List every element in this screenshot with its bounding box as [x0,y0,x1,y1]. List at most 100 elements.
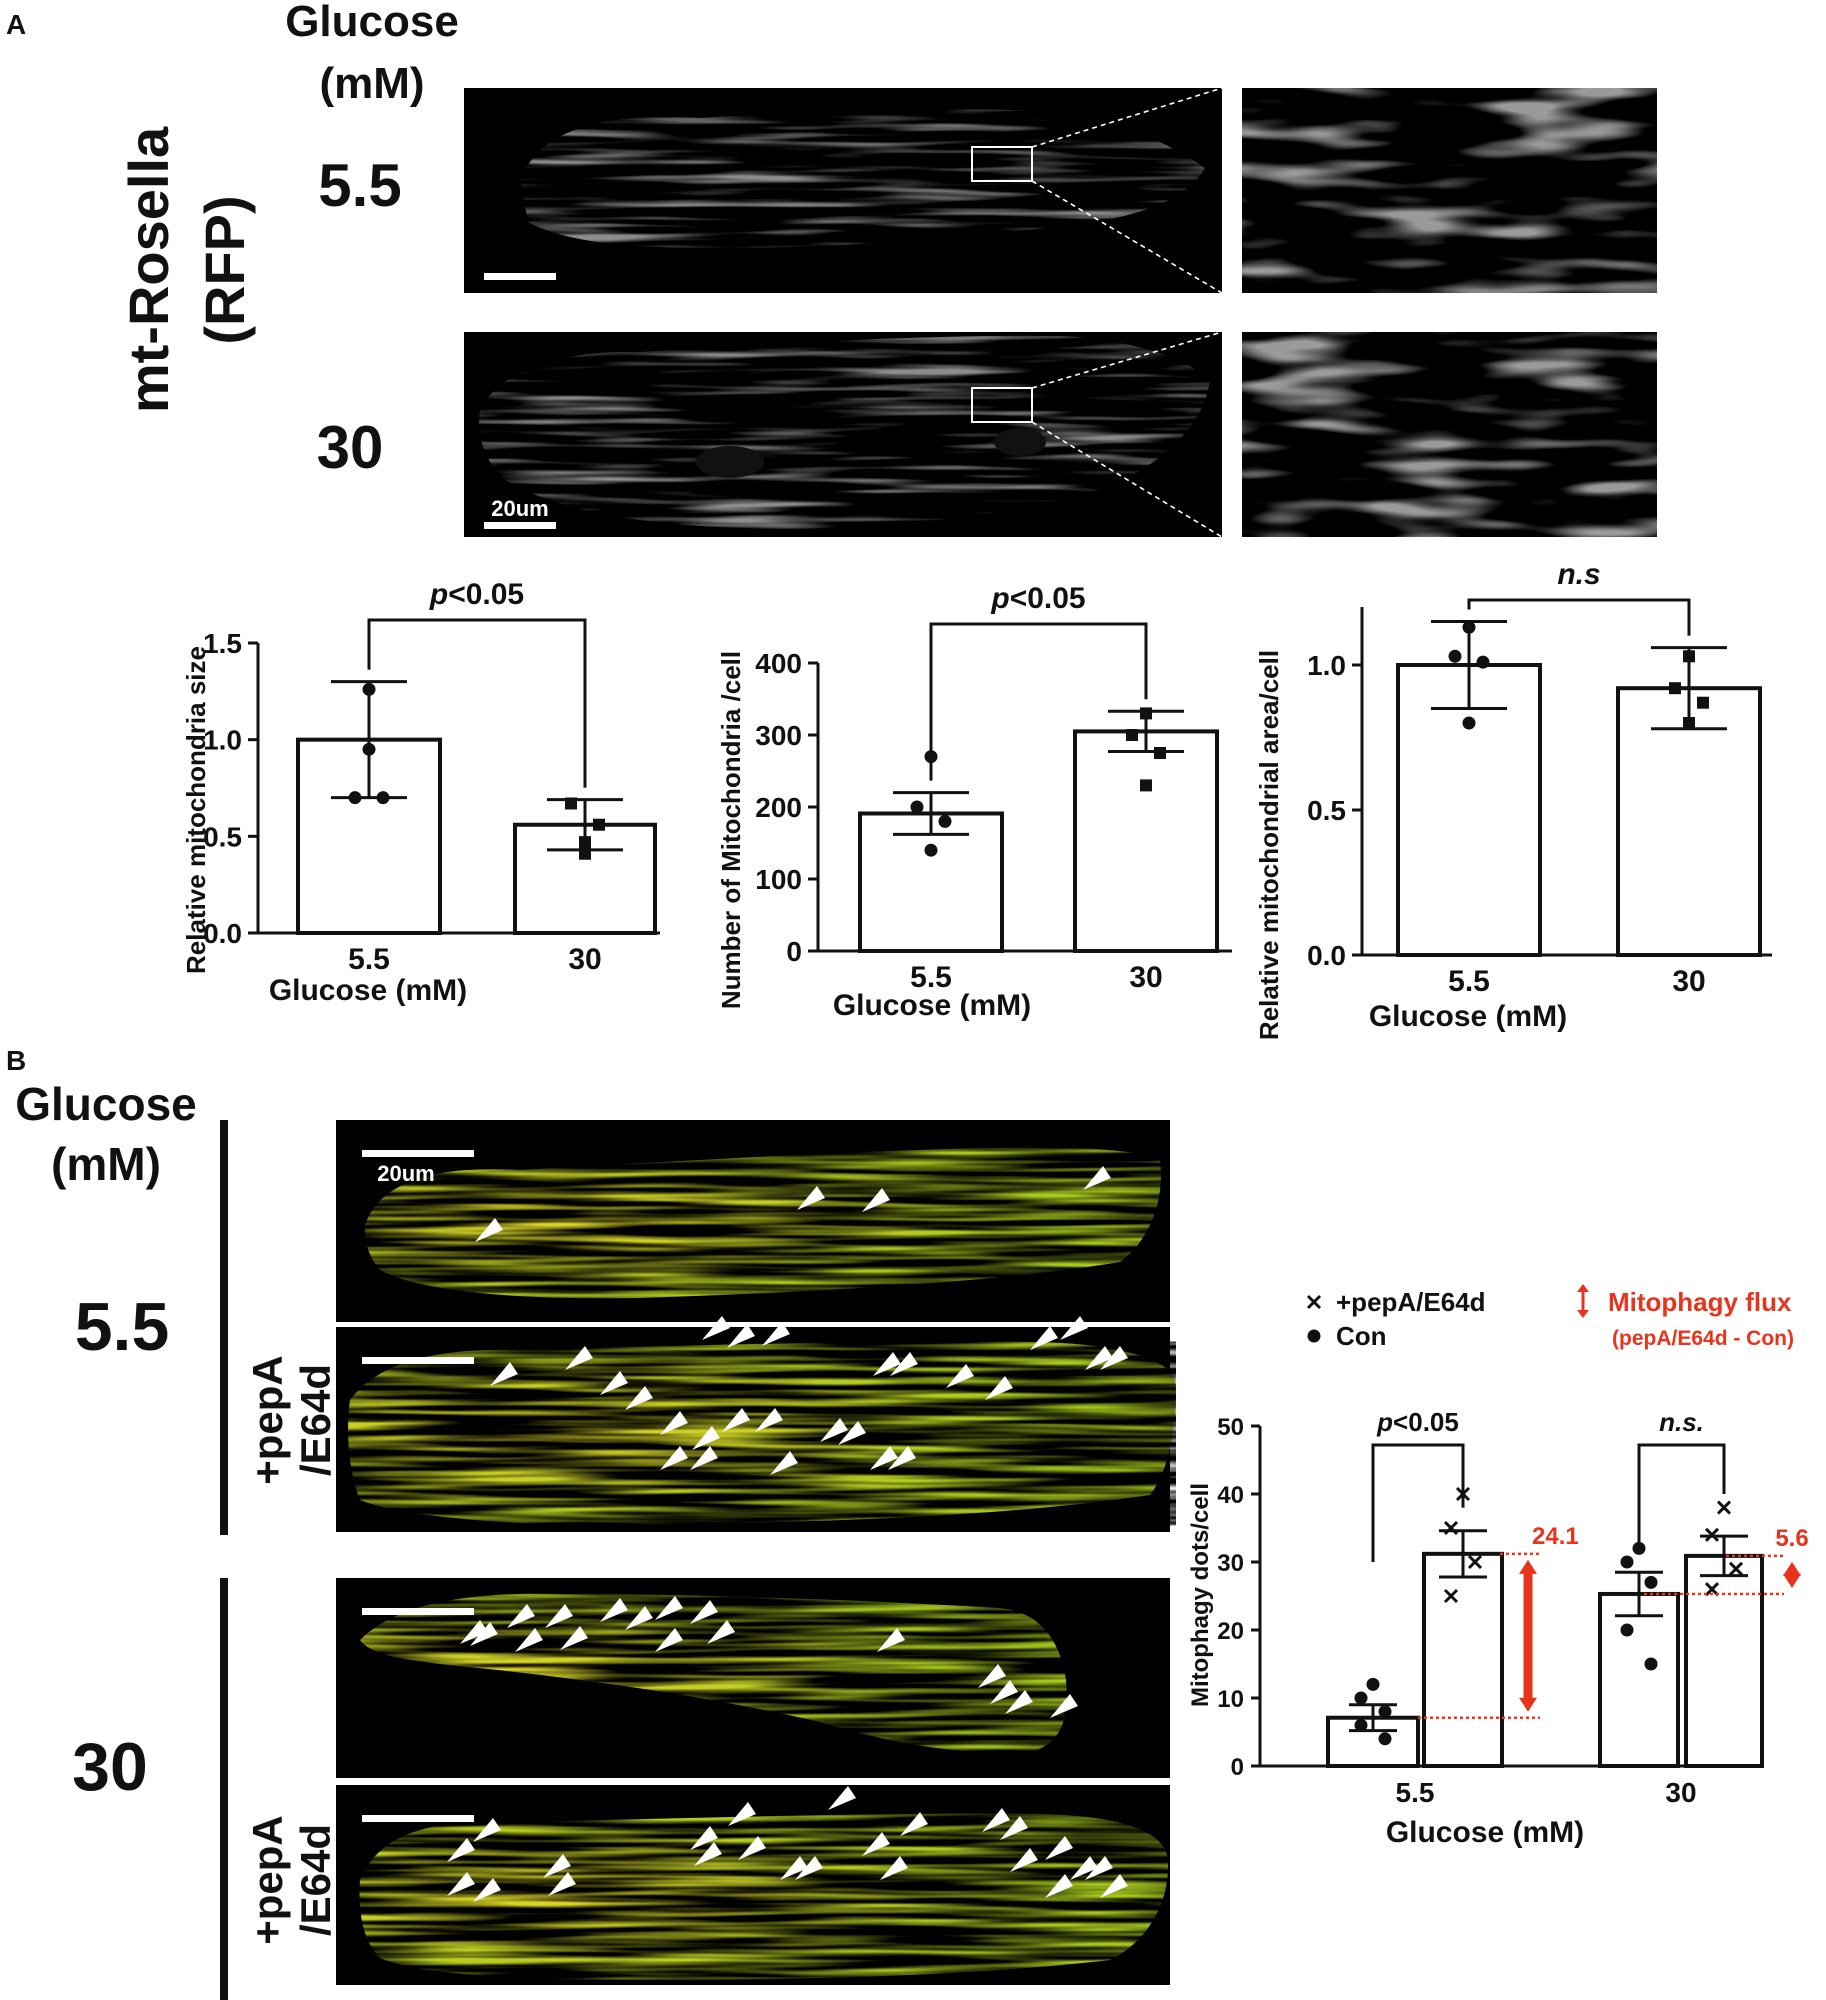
data-point-b [1704,1527,1720,1542]
panel-b-label: B [6,1045,26,1076]
data-point-b [1443,1588,1459,1604]
arrowhead [870,1446,898,1470]
y-tick-label: 200 [755,792,802,823]
x-tick-label: 30 [568,943,601,976]
significance-bracket [1637,1443,1726,1549]
row-label-b-30: 30 [72,1729,148,1805]
arrowhead [565,1346,593,1370]
bar-30-Con [1598,1591,1680,1768]
cell-striations [359,1813,1169,1980]
data-point [1644,1575,1658,1589]
data-point [1378,1732,1392,1746]
x-tick-label: 30 [1665,1777,1696,1808]
y-axis-title: Mitophagy dots/cell [1187,1483,1214,1707]
y-tick-label: 40 [1217,1482,1244,1509]
data-point [1683,650,1695,663]
arrowhead [797,1186,825,1210]
fluorescence-image-2 [336,1316,1176,1532]
flux-arrow-head-down [1519,1697,1537,1712]
flux-arrow-head-up [1783,1561,1801,1576]
bar-5.5-+pepA/E64d [1422,1551,1504,1768]
arrowhead [990,1680,1018,1704]
data-point-b [1704,1582,1720,1597]
legend-con-label: Con [1336,1321,1387,1351]
data-point [1620,1555,1634,1569]
legend-flux-icon-up [1577,1284,1589,1292]
arrowhead [600,1598,628,1622]
panel-a-label: A [6,9,26,40]
data-point [362,682,376,696]
bar-5.5 [858,811,1004,953]
arrowhead [946,1364,974,1388]
arrowhead [1045,1874,1073,1898]
data-point [1683,717,1695,729]
arrowhead [978,1664,1006,1688]
y-tick-label: 0.5 [1307,795,1346,826]
y-tick-label: 10 [1217,1686,1244,1713]
arrowhead [1070,1856,1098,1880]
data-point [1448,649,1462,663]
rfp-image-30: 20um [464,331,1223,538]
y-tick-label: 400 [755,648,802,679]
data-point [1154,747,1166,759]
legend-pep-label: +pepA/E64d [1336,1287,1486,1317]
y-tick-label: 1.5 [203,628,242,659]
arrowhead [690,1600,718,1624]
y-tick-label: 1.0 [203,725,242,756]
data-point [593,818,605,831]
arrowhead [470,1622,498,1646]
cell-striations [348,1341,1176,1526]
arrowhead [447,1872,475,1896]
y-tick-label: 0.0 [203,918,242,949]
arrowhead [727,1324,755,1348]
scale-bar-label: 20um [377,1161,434,1186]
data-point [1716,1500,1732,1515]
data-point-b [1716,1500,1732,1515]
rfp-zoom-30 [1242,332,1657,537]
data-point [1378,1705,1392,1719]
x-axis-title: Glucose (mM) [833,989,1031,1022]
data-point [1462,620,1476,634]
arrowhead [692,1426,720,1450]
x-tick-label: 5.5 [1396,1777,1435,1808]
arrowhead [707,1620,735,1644]
scale-bar [362,1150,474,1157]
arrowhead [625,1606,653,1630]
x-axis-title: Glucose (mM) [269,974,467,1007]
arrowhead [560,1626,588,1650]
arrowhead [625,1386,653,1410]
arrowhead [447,1838,475,1862]
legend-flux-icon-down [1577,1310,1589,1318]
arrowhead [515,1628,543,1652]
row-label-a-5-5: 5.5 [318,152,401,219]
x-tick-label: 30 [1672,965,1705,998]
bar-5.5 [1396,663,1542,957]
data-point [579,847,591,860]
data-point [1354,1718,1368,1732]
arrowhead [473,1818,501,1842]
arrowhead [1045,1836,1073,1860]
legend-cross-icon-b [1306,1294,1322,1310]
rfp-image-5-5 [464,87,1223,294]
bar-30 [1616,686,1762,957]
arrowhead [543,1854,571,1878]
arrowhead [655,1596,683,1620]
arrowhead [862,1832,890,1856]
bar-30-+pepA/E64d [1684,1553,1764,1768]
treatment-label-b1-1: +pepA [244,1355,291,1485]
data-point [1354,1691,1368,1705]
group-bracket-5-5 [220,1120,228,1535]
data-point-b [1467,1554,1483,1570]
arrowhead [762,1322,790,1346]
glucose-header-a-2: (mM) [319,59,424,108]
arrowhead [702,1316,730,1340]
legend-flux-title: Mitophagy flux [1608,1287,1792,1317]
arrowhead [722,1408,750,1432]
arrowhead [738,1836,766,1860]
arrowhead [600,1371,628,1395]
treatment-label-b2-1: +pepA [244,1815,291,1945]
arrowhead [1000,1816,1028,1840]
arrowhead [985,1376,1013,1400]
data-point [348,791,362,805]
